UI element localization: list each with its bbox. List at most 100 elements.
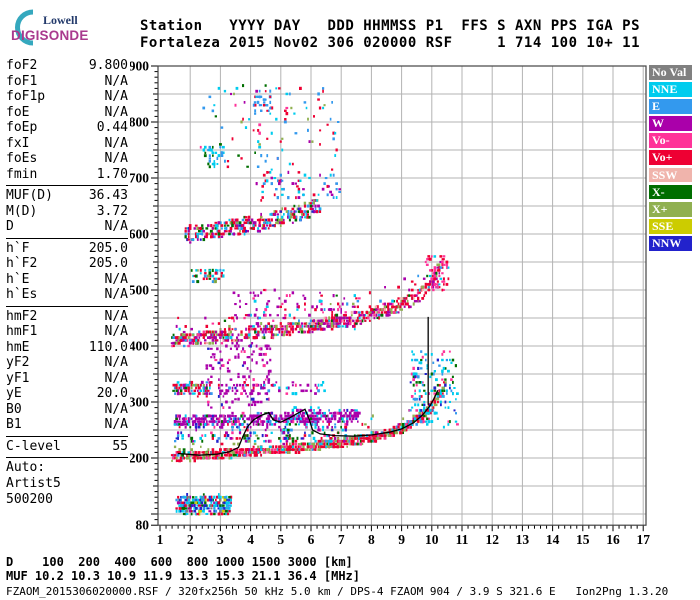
param-fmin: fmin 1.70: [6, 167, 128, 183]
svg-text:17: 17: [636, 532, 650, 547]
param-label: hmF1: [6, 324, 38, 339]
param-fof1: foF1 N/A: [6, 74, 128, 90]
svg-text:9: 9: [398, 532, 405, 547]
cluster-w-band: [173, 408, 361, 426]
svg-text:700: 700: [130, 171, 149, 186]
cluster-third-multiple: [184, 199, 322, 244]
param-label: fmin: [6, 166, 38, 182]
logo-digisonde-text: DIGISONDE: [11, 28, 89, 43]
param-b1: B1 N/A: [6, 417, 128, 433]
echo-direction-legend: No Val NNE E W Vo- Vo+ SSW X- X+ SSE NNW: [649, 65, 692, 253]
param-value: 9.800: [88, 58, 128, 73]
param-value: 20.0: [96, 386, 128, 401]
param-label: foF1p: [6, 89, 46, 104]
distance-muf-table: D 100 200 400 600 800 1000 1500 3000 [km…: [6, 555, 360, 583]
svg-text:14: 14: [546, 532, 560, 547]
svg-text:4: 4: [247, 532, 254, 547]
file-status-line: FZAOM_2015306020000.RSF / 320fx256h 50 k…: [6, 585, 669, 598]
svg-text:5: 5: [277, 532, 284, 547]
cluster-band-320-left: [172, 380, 213, 398]
legend-ssw: SSW: [649, 167, 692, 183]
axis-ticks: [151, 65, 644, 532]
cluster-right-spread-high: [424, 255, 450, 292]
svg-text:15: 15: [576, 532, 590, 547]
cluster-third-multiple-upper: [255, 168, 341, 202]
cluster-cluster-520km: [190, 268, 225, 284]
param-label: yE: [6, 386, 22, 401]
svg-text:80: 80: [136, 518, 150, 533]
svg-text:11: 11: [456, 532, 469, 547]
artist-trace: [178, 316, 439, 456]
param-hme: hmE 110.0: [6, 340, 128, 356]
panel-divider: [6, 237, 128, 239]
param-foe: foE N/A: [6, 105, 128, 121]
param-value: 0.44: [96, 120, 128, 135]
param-value: N/A: [104, 417, 128, 432]
param-label: h`Es: [6, 287, 38, 302]
param-hmf1: hmF1 N/A: [6, 324, 128, 340]
panel-divider: [6, 305, 128, 307]
cluster-e-region-echo: [175, 493, 233, 516]
legend-w: W: [649, 116, 692, 132]
param-label: M(D): [6, 203, 38, 219]
param-h-e: h`E N/A: [6, 272, 128, 288]
param-value: 1.70: [96, 166, 128, 182]
param-label: foE: [6, 104, 30, 120]
svg-text:8: 8: [368, 532, 375, 547]
svg-text:7: 7: [338, 532, 345, 547]
param-label: B1: [6, 417, 22, 432]
param-label: h`F: [6, 240, 30, 256]
svg-text:6: 6: [308, 532, 315, 547]
cluster-top-sparse: [199, 84, 340, 169]
param-h-f: h`F 205.0: [6, 241, 128, 257]
legend-x-: X-: [649, 184, 692, 200]
axis-labels: 1 2 3 4 5 6 7 8 9 10 11 12 13 14 15 16 17900800700600500…: [130, 59, 650, 548]
svg-text:16: 16: [606, 532, 620, 547]
distance-row: D 100 200 400 600 800 1000 1500 3000 [km…: [6, 555, 353, 569]
svg-text:1: 1: [157, 532, 164, 547]
logo-lowell-text: Lowell: [43, 13, 78, 27]
param-value: 3.72: [96, 203, 128, 219]
param-value: N/A: [104, 73, 128, 89]
param-yf2: yF2 N/A: [6, 355, 128, 371]
param-yf1: yF1 N/A: [6, 371, 128, 387]
param-label: D: [6, 219, 14, 234]
cluster-w-streaks: [205, 341, 273, 409]
param-value: N/A: [104, 355, 128, 370]
param-label: MUF(D): [6, 188, 53, 203]
cluster-second-multiple: [170, 255, 444, 348]
param-foes: foEs N/A: [6, 151, 128, 167]
legend-vo-: Vo-: [649, 133, 692, 149]
param-label: foEp: [6, 120, 38, 135]
param-label: yF1: [6, 370, 30, 386]
svg-text:10: 10: [425, 532, 439, 547]
param-h-es: h`Es N/A: [6, 287, 128, 303]
grid: [158, 66, 646, 526]
param-label: h`F2: [6, 256, 38, 271]
param-label: hmE: [6, 339, 30, 355]
autoscaling-info-line: Artist5: [6, 476, 61, 491]
param-label: foEs: [6, 151, 38, 166]
legend-sse: SSE: [649, 218, 692, 234]
svg-text:900: 900: [130, 59, 149, 74]
param-fof1p: foF1p N/A: [6, 89, 128, 105]
svg-text:300: 300: [130, 395, 149, 410]
param-label: B0: [6, 401, 22, 417]
param-label: hmF2: [6, 308, 38, 324]
legend-vo+: Vo+: [649, 150, 692, 166]
param-value: N/A: [104, 370, 128, 386]
param-c-level: C-level 55: [6, 439, 128, 455]
cluster-right-spread-f: [408, 350, 459, 429]
param-label: foF1: [6, 73, 38, 89]
legend-no-val: No Val: [649, 65, 692, 80]
legend-x+: X+: [649, 201, 692, 217]
header-readout: Station YYYY DAY DDD HHMMSS P1 FFS S AXN…: [140, 18, 640, 52]
legend-nne: NNE: [649, 82, 692, 97]
svg-text:600: 600: [130, 227, 149, 242]
param-label: h`E: [6, 271, 30, 287]
param-value: N/A: [104, 324, 128, 339]
param-hmf2: hmF2 N/A: [6, 309, 128, 325]
param-value: N/A: [104, 308, 128, 324]
param-value: 205.0: [88, 256, 128, 271]
header-columns-line: Station YYYY DAY DDD HHMMSS P1 FFS S AXN…: [140, 18, 641, 34]
